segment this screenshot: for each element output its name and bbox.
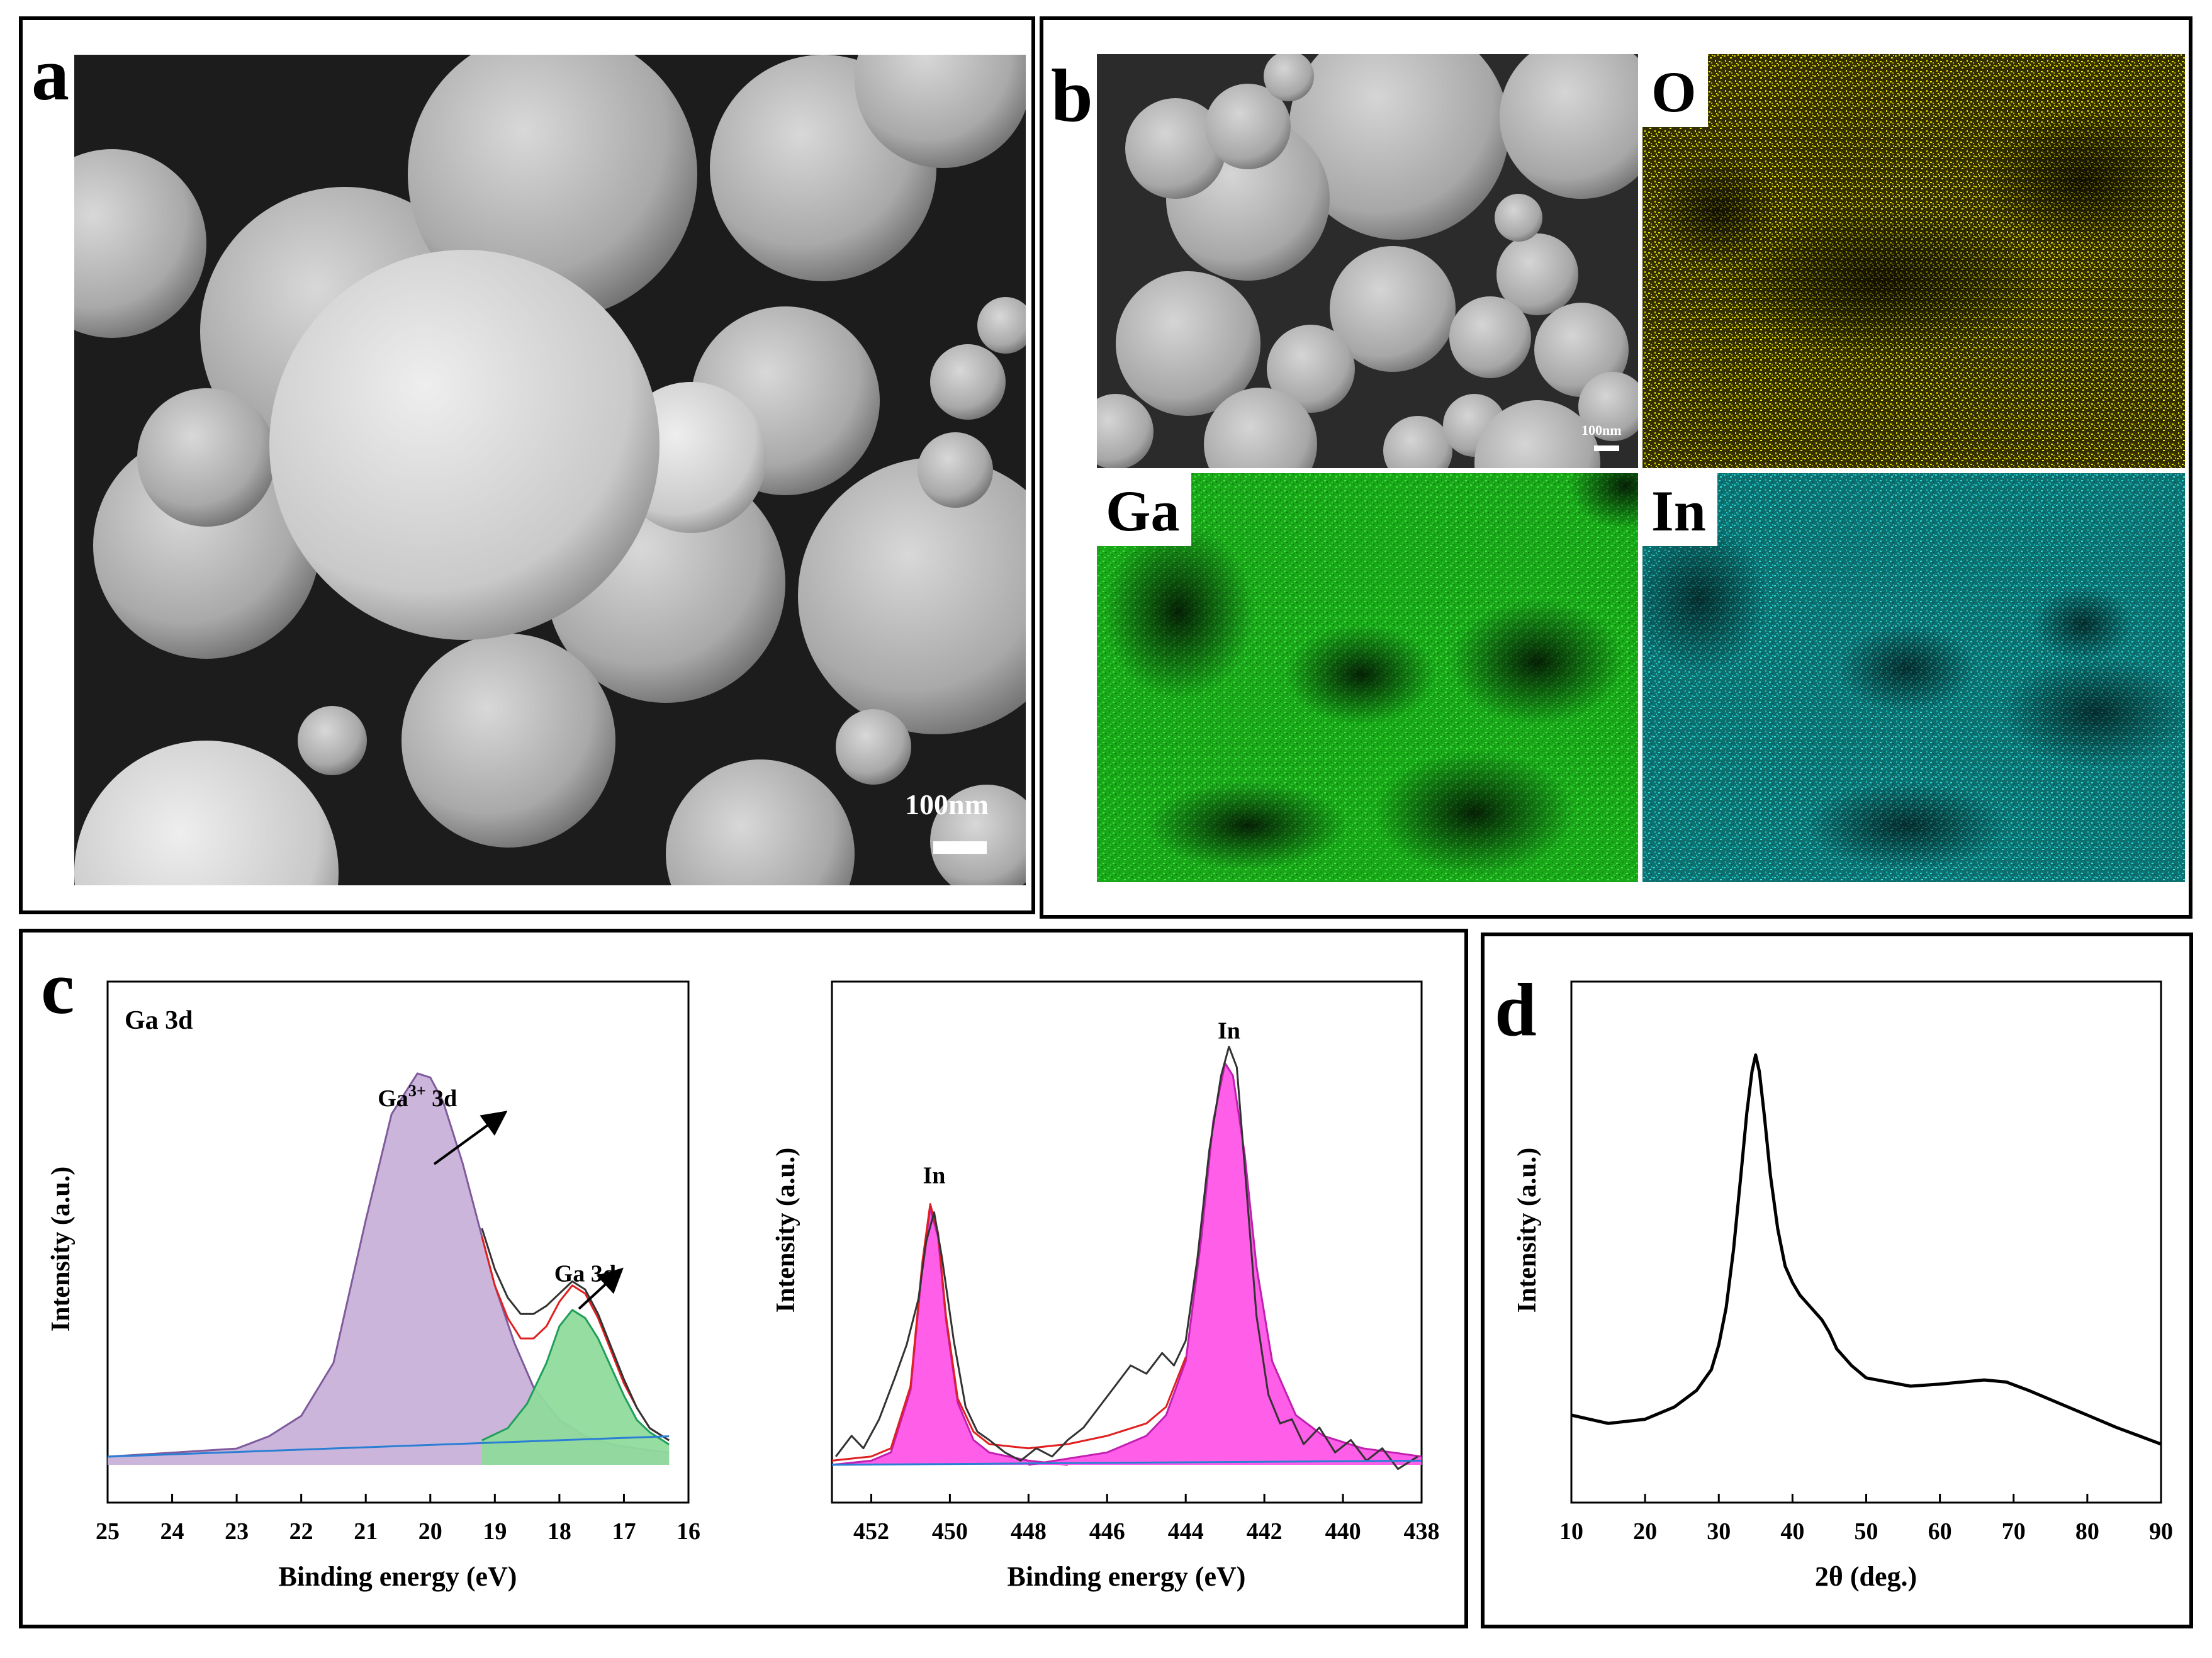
xrd-x-tick-label-7: 80	[2075, 1518, 2099, 1545]
xrd-x-tick-label-1: 20	[1633, 1518, 1657, 1545]
xps-ga-annotation-0: Ga3+ 3d	[378, 1082, 457, 1112]
scale-bar-a	[933, 841, 987, 854]
xps-in-series-line-2	[831, 1203, 1187, 1462]
eds-texture-o	[1642, 54, 2185, 468]
xps-in-y-label: Intensity (a.u.)	[772, 1148, 800, 1313]
xps-in-series-line-1	[1028, 1062, 1422, 1466]
xps-in-annotation-0: In	[923, 1163, 945, 1189]
eds-map-in: In	[1642, 473, 2185, 882]
xps-in-x-tick-label-7: 438	[1404, 1518, 1440, 1545]
xps-ga-x-tick-label-9: 16	[677, 1518, 700, 1545]
xps-ga-y-label: Intensity (a.u.)	[47, 1167, 76, 1332]
xrd-series-line-0	[1571, 1053, 2162, 1446]
xps-ga-x-label: Binding energy (eV)	[279, 1561, 517, 1592]
xps-in-series-line-3	[835, 1045, 1418, 1470]
panel-label-d: d	[1495, 968, 1537, 1051]
xps-ga-series-line-4	[107, 1435, 670, 1458]
eds-map-o: O	[1642, 54, 2185, 468]
xrd-x-tick-label-6: 70	[2002, 1518, 2026, 1545]
xrd-x-tick-label-0: 10	[1559, 1518, 1583, 1545]
xps-in-plot: 452 450 448 446 444 442 440 438 In In Binding en…	[772, 980, 1440, 1592]
xps-in-x-label: Binding energy (eV)	[1008, 1561, 1246, 1592]
sem-spheres-b	[1097, 54, 1638, 468]
xps-in-axes-frame	[831, 980, 1423, 1504]
xps-ga-corner-label: Ga 3d	[125, 1006, 193, 1035]
xps-ga-x-tick-label-1: 24	[160, 1518, 184, 1545]
xps-ga-series-fill-0	[108, 1073, 670, 1465]
panel-d-frame	[1481, 933, 2193, 1628]
eds-texture-in	[1642, 473, 2185, 882]
xrd-x-tick-label-4: 50	[1855, 1518, 1878, 1545]
xps-in-x-tick-label-0: 452	[853, 1518, 889, 1545]
xps-in-x-tick-label-1: 450	[932, 1518, 968, 1545]
xrd-plot: 10 20 30 40 50 60 70 80 90 2θ (deg.) Intensity (…	[1513, 980, 2173, 1592]
xps-ga-x-tick-label-5: 20	[418, 1518, 442, 1545]
panel-label-b: b	[1051, 53, 1093, 137]
scale-label-a: 100nm	[905, 788, 989, 821]
sem-image-b: 100nm	[1097, 54, 1638, 468]
xps-ga-x-tick-label-3: 22	[289, 1518, 313, 1545]
panel-label-c: c	[41, 946, 75, 1029]
xps-in-x-tick-label-5: 442	[1247, 1518, 1283, 1545]
xps-ga-x-tick-label-0: 25	[96, 1518, 120, 1545]
xps-in-series-line-4	[831, 1459, 1422, 1466]
xps-in-x-tick-label-2: 448	[1011, 1518, 1047, 1545]
xps-ga-x-tick-label-4: 21	[354, 1518, 378, 1545]
xrd-x-tick-label-2: 30	[1707, 1518, 1731, 1545]
xps-in-x-tick-label-4: 444	[1168, 1518, 1204, 1545]
xps-ga-x-tick-label-2: 23	[225, 1518, 249, 1545]
xrd-x-label: 2θ (deg.)	[1815, 1561, 1917, 1592]
xps-in-x-tick-label-3: 446	[1089, 1518, 1125, 1545]
xps-in-series-fill-1	[1028, 1063, 1422, 1465]
panel-label-a: a	[31, 32, 69, 116]
xps-ga-series-fill-1	[481, 1309, 670, 1465]
eds-label-o: O	[1642, 54, 1708, 127]
sem-image-a: 100nm	[74, 55, 1026, 885]
xps-in-series-fill-0	[832, 1208, 1068, 1465]
xrd-x-tick-label-3: 40	[1780, 1518, 1804, 1545]
xps-ga-series-line-3	[481, 1228, 670, 1442]
xrd-axes-frame	[1570, 980, 2162, 1504]
scale-label-b: 100nm	[1581, 422, 1622, 438]
xps-ga-arrow-ga3plus	[433, 1111, 508, 1165]
eds-texture-ga	[1097, 473, 1638, 882]
eds-map-ga: Ga	[1097, 473, 1638, 882]
xps-ga-x-tick-label-7: 18	[547, 1518, 571, 1545]
xps-ga-x-tick-label-6: 19	[483, 1518, 507, 1545]
xps-ga-arrow-ga3d	[578, 1267, 624, 1310]
xrd-x-tick-label-8: 90	[2149, 1518, 2173, 1545]
xps-ga-axes-frame	[106, 980, 690, 1504]
xrd-x-tick-label-5: 60	[1928, 1518, 1952, 1545]
eds-label-in: In	[1642, 473, 1717, 546]
xrd-y-label: Intensity (a.u.)	[1513, 1148, 1542, 1313]
xps-in-annotation-1: In	[1218, 1017, 1240, 1044]
xps-ga-series-line-1	[481, 1309, 670, 1445]
eds-label-ga: Ga	[1097, 473, 1191, 546]
xps-in-x-tick-label-6: 440	[1325, 1518, 1361, 1545]
sem-spheres-a	[74, 55, 1026, 885]
scale-bar-b	[1594, 445, 1619, 451]
xps-ga-x-tick-label-8: 17	[612, 1518, 636, 1545]
